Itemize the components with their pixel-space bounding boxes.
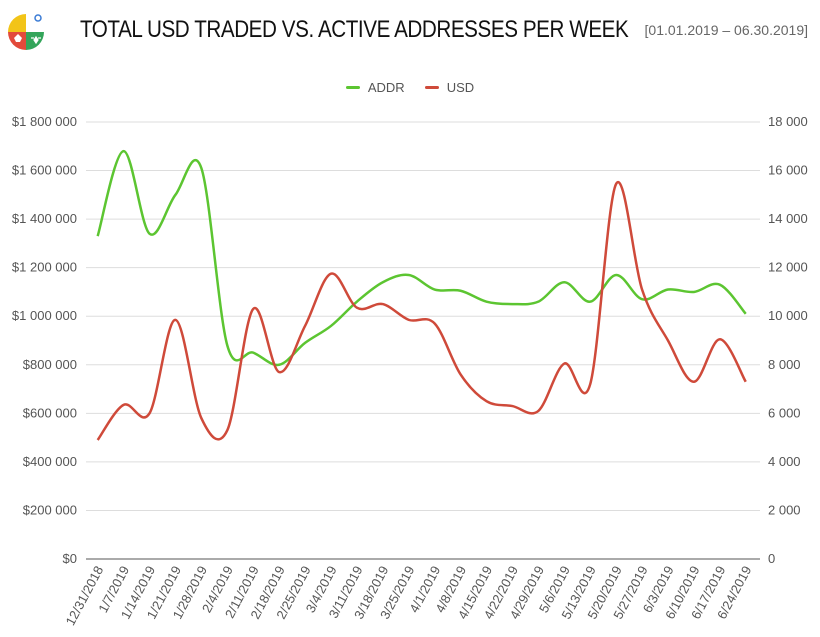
x-tick-label: 12/31/2018 [63,563,107,628]
series-line-addr[interactable] [96,149,747,367]
y-right-tick-label: 16 000 [768,163,808,178]
date-range: [01.01.2019 – 06.30.2019] [644,22,808,38]
y-left-tick-label: $1 000 000 [12,308,77,323]
y-right-tick-label: 4 000 [768,454,801,469]
y-axis-left: $0 $200 000 $400 000 $600 000 $800 000 $1 000… [12,114,77,566]
y-right-tick-label: 18 000 [768,114,808,129]
y-left-tick-label: $1 800 000 [12,114,77,129]
y-left-tick-label: $600 000 [23,405,77,420]
brand-logo [8,14,44,50]
y-left-tick-label: $1 200 000 [12,260,77,275]
legend-item-usd[interactable]: USD [424,80,475,95]
y-right-tick-label: 6 000 [768,405,801,420]
y-right-tick-label: 14 000 [768,211,808,226]
y-left-tick-label: $0 [63,551,77,566]
chart-legend: ADDR USD [0,80,820,95]
series-lines [96,149,747,441]
x-axis-labels: 12/31/20181/7/20191/14/20191/21/20191/28… [63,563,755,628]
series-line-usd[interactable] [96,180,747,441]
legend-swatch-addr [345,86,360,89]
legend-label-addr: ADDR [367,80,405,95]
y-axis-right: 0 2 000 4 000 6 000 8 000 10 000 12 000 14 000 1… [768,114,808,566]
y-right-tick-label: 10 000 [768,308,808,323]
y-left-tick-label: $1 400 000 [12,211,77,226]
y-left-tick-label: $800 000 [23,357,77,372]
legend-label-usd: USD [446,80,475,95]
y-left-tick-label: $400 000 [23,454,77,469]
y-left-tick-label: $1 600 000 [12,163,77,178]
y-right-tick-label: 2 000 [768,502,801,517]
grid-lines [86,121,760,560]
y-right-tick-label: 8 000 [768,357,801,372]
legend-item-addr[interactable]: ADDR [345,80,405,95]
legend-swatch-usd [424,86,439,89]
y-right-tick-label: 0 [768,551,775,566]
y-left-tick-label: $200 000 [23,502,77,517]
page-title: TOTAL USD TRADED VS. ACTIVE ADDRESSES PE… [80,16,629,43]
y-right-tick-label: 12 000 [768,260,808,275]
